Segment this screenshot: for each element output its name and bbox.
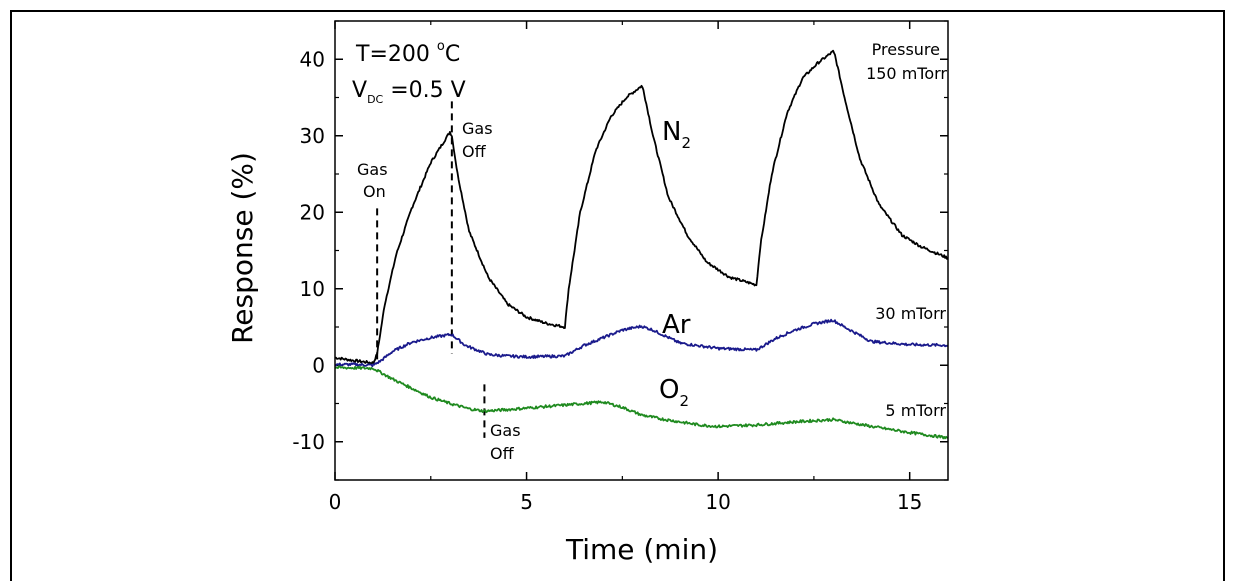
gas-off-label-o2: Gas Off [490, 421, 526, 463]
temperature-label: T=200 oC [355, 39, 460, 67]
series-layer [334, 49, 949, 440]
series-label-ar: Ar [662, 310, 691, 340]
axis-ticks: 0 5 10 15 -10 0 10 20 30 40 [292, 20, 948, 514]
x-tick-label: 10 [705, 490, 730, 514]
series-label-n2: N2 [662, 117, 691, 152]
pressure-label-ar: 30 mTorr [875, 304, 946, 323]
voltage-label: VDC =0.5 V [352, 78, 466, 106]
series-line-o2 [334, 365, 949, 440]
series-line-n2 [335, 49, 949, 365]
y-tick-label: 20 [300, 200, 325, 224]
y-tick-label: 30 [300, 124, 325, 148]
pressure-header: Pressure [872, 40, 940, 59]
plot-area-frame [334, 20, 949, 481]
x-tick-label: 15 [897, 490, 922, 514]
x-tick-label: 5 [520, 490, 533, 514]
series-line-ar [334, 318, 949, 368]
pressure-label-o2: 5 mTorr [885, 401, 946, 420]
figure-border [10, 10, 1225, 581]
gas-on-label: Gas On [357, 160, 393, 201]
gas-off-label-n2: Gas Off [462, 119, 498, 161]
y-tick-label: 0 [312, 353, 325, 377]
x-tick-label: 0 [329, 490, 342, 514]
pressure-label-n2: 150 mTorr [866, 64, 947, 83]
y-tick-label: 10 [300, 277, 325, 301]
y-tick-label: -10 [292, 430, 325, 454]
y-axis-label: Response (%) [226, 152, 259, 344]
x-axis-label: Time (min) [565, 533, 718, 566]
series-label-o2: O2 [659, 375, 689, 410]
y-tick-label: 40 [300, 47, 325, 71]
